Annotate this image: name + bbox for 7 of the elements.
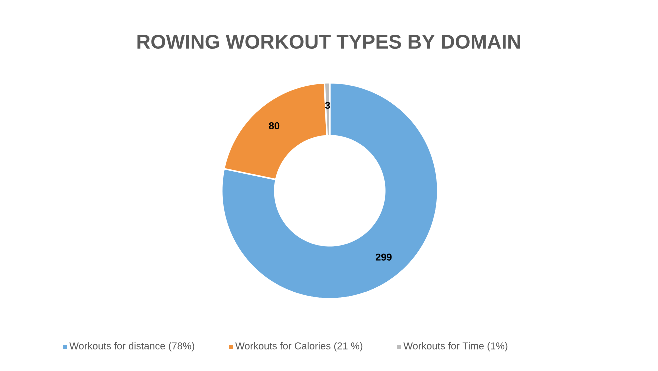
legend-label: Workouts for Time (1%) — [404, 342, 508, 352]
legend-label: Workouts for Calories (21 %) — [236, 342, 363, 352]
data-label: 3 — [325, 102, 330, 110]
chart-title: ROWING WORKOUT TYPES BY DOMAIN — [138, 34, 520, 50]
data-label: 80 — [269, 122, 280, 130]
legend-label: Workouts for distance (78%) — [70, 342, 194, 352]
data-label: 299 — [376, 254, 392, 261]
